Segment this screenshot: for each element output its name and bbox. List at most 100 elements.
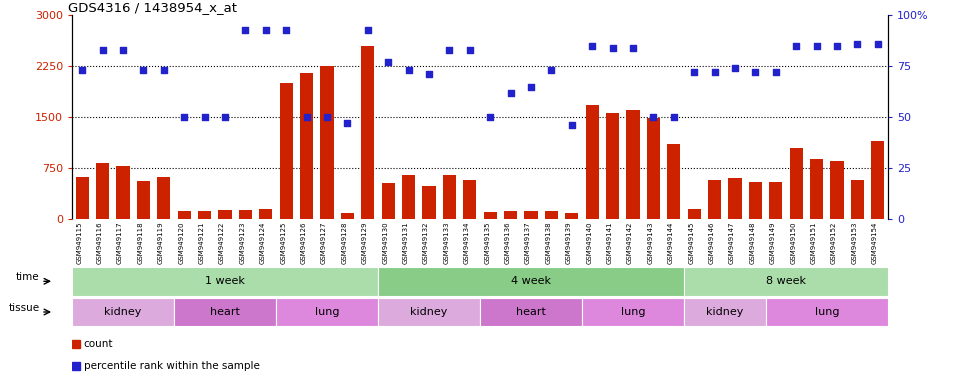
Bar [749,182,762,219]
Bar [76,177,89,219]
Bar [766,298,888,326]
Text: GSM949147: GSM949147 [729,221,735,264]
Point [197,114,212,120]
Point [75,67,90,73]
Point [666,114,682,120]
Bar [239,210,252,219]
Text: GSM949118: GSM949118 [137,221,143,264]
Text: GSM949127: GSM949127 [321,221,327,264]
Bar [341,213,354,219]
Point [543,67,559,73]
Bar [810,159,824,219]
Point [788,43,804,49]
Text: 4 week: 4 week [511,276,551,286]
Point [870,41,885,47]
Bar [378,298,480,326]
Bar [789,148,803,219]
Point [483,114,498,120]
Point [829,43,845,49]
Text: lung: lung [315,307,339,317]
Bar [136,181,150,219]
Text: GSM949126: GSM949126 [300,221,306,264]
Text: GDS4316 / 1438954_x_at: GDS4316 / 1438954_x_at [68,1,237,14]
Text: GSM949135: GSM949135 [484,221,491,264]
Point [585,43,600,49]
Text: GSM949153: GSM949153 [852,221,857,264]
Bar [871,141,884,219]
Text: GSM949152: GSM949152 [831,221,837,263]
Bar [684,267,888,296]
Bar [218,210,231,219]
Bar [565,214,579,219]
Bar [484,212,497,219]
Bar [708,180,721,219]
Point [217,114,232,120]
Text: GSM949124: GSM949124 [260,221,266,263]
Text: GSM949120: GSM949120 [179,221,184,264]
Text: GSM949150: GSM949150 [790,221,796,264]
Bar [174,298,276,326]
Bar [361,46,374,219]
Bar [178,212,191,219]
Bar [769,182,782,219]
Bar [402,175,416,219]
Point [850,41,865,47]
Text: GSM949136: GSM949136 [505,221,511,264]
Text: GSM949138: GSM949138 [545,221,551,264]
Bar [96,163,109,219]
Bar [116,166,130,219]
Text: GSM949128: GSM949128 [342,221,348,264]
Text: GSM949115: GSM949115 [76,221,83,264]
Bar [157,177,171,219]
Bar [667,144,681,219]
Bar [504,212,517,219]
Point [401,67,417,73]
Text: GSM949143: GSM949143 [647,221,654,264]
Point [421,71,437,78]
Text: GSM949141: GSM949141 [607,221,612,264]
Point [380,59,396,65]
Text: GSM949130: GSM949130 [382,221,388,264]
Text: GSM949134: GSM949134 [464,221,469,264]
Bar [463,180,476,219]
Text: tissue: tissue [9,303,39,313]
Point [156,67,172,73]
Text: GSM949144: GSM949144 [668,221,674,263]
Point [115,47,131,53]
Bar [851,180,864,219]
Bar [544,212,558,219]
Text: lung: lung [814,307,839,317]
Text: GSM949140: GSM949140 [587,221,592,264]
Bar [381,183,395,219]
Point [523,84,539,90]
Bar [198,212,211,219]
Text: kidney: kidney [707,307,743,317]
Text: GSM949148: GSM949148 [750,221,756,264]
Bar [72,267,378,296]
Text: GSM949149: GSM949149 [770,221,776,264]
Text: GSM949145: GSM949145 [688,221,694,263]
Point [135,67,151,73]
Bar [524,211,538,219]
Bar [443,175,456,219]
Point [442,47,457,53]
Bar [830,161,844,219]
Text: GSM949119: GSM949119 [157,221,164,264]
Point [768,69,783,75]
Bar [259,209,273,219]
Text: GSM949123: GSM949123 [239,221,246,264]
Bar [626,110,639,219]
Text: 1 week: 1 week [205,276,245,286]
Point [95,47,110,53]
Bar [276,298,378,326]
Text: GSM949154: GSM949154 [872,221,877,263]
Text: heart: heart [516,307,546,317]
Text: GSM949133: GSM949133 [444,221,449,264]
Text: kidney: kidney [410,307,447,317]
Bar [378,267,684,296]
Bar [586,105,599,219]
Point [686,69,702,75]
Point [707,69,722,75]
Point [360,26,375,33]
Point [278,26,294,33]
